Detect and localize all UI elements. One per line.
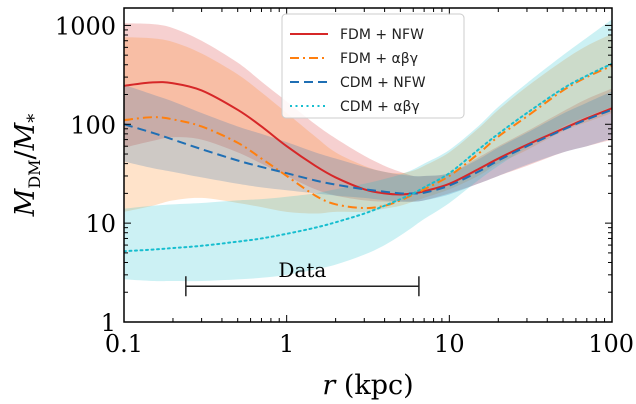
- legend-label-1: FDM + NFW: [340, 27, 424, 43]
- series-line-2: [124, 64, 612, 210]
- x-tick-label: 0.1: [105, 330, 143, 358]
- y-tick-label: 1000: [55, 12, 116, 40]
- band-2: [124, 33, 612, 214]
- y-axis: 1 10 100 1000: [55, 12, 612, 337]
- band-1: [124, 23, 612, 202]
- band-4: [124, 19, 612, 282]
- x-tick-label: 1: [279, 330, 294, 358]
- confidence-bands: [124, 19, 612, 282]
- annotation-label: Data: [278, 258, 326, 282]
- legend-label-4: CDM + αβγ: [340, 99, 420, 115]
- y-tick-label: 10: [85, 210, 116, 238]
- series-line-3: [124, 108, 612, 195]
- y-axis-label: MDM/M*: [10, 114, 45, 218]
- series-line-4: [124, 62, 612, 253]
- series-lines: [124, 62, 612, 253]
- series-line-1: [124, 81, 612, 196]
- plot-frame: [123, 7, 613, 323]
- data-range-annotation: Data: [185, 258, 420, 297]
- legend-label-3: CDM + NFW: [340, 75, 426, 91]
- y-tick-label: 100: [70, 111, 116, 139]
- x-axis-label: r (kpc): [322, 370, 413, 401]
- legend-label-2: FDM + αβγ: [340, 51, 418, 67]
- band-3: [124, 84, 612, 202]
- x-tick-label: 10: [434, 330, 465, 358]
- x-axis: 0.1 1 10 100: [105, 8, 634, 358]
- x-tick-label: 100: [588, 330, 634, 358]
- y-tick-label: 1: [101, 309, 116, 337]
- legend-frame: [281, 13, 465, 119]
- legend: FDM + NFW FDM + αβγ CDM + NFW CDM + αβγ: [281, 13, 465, 119]
